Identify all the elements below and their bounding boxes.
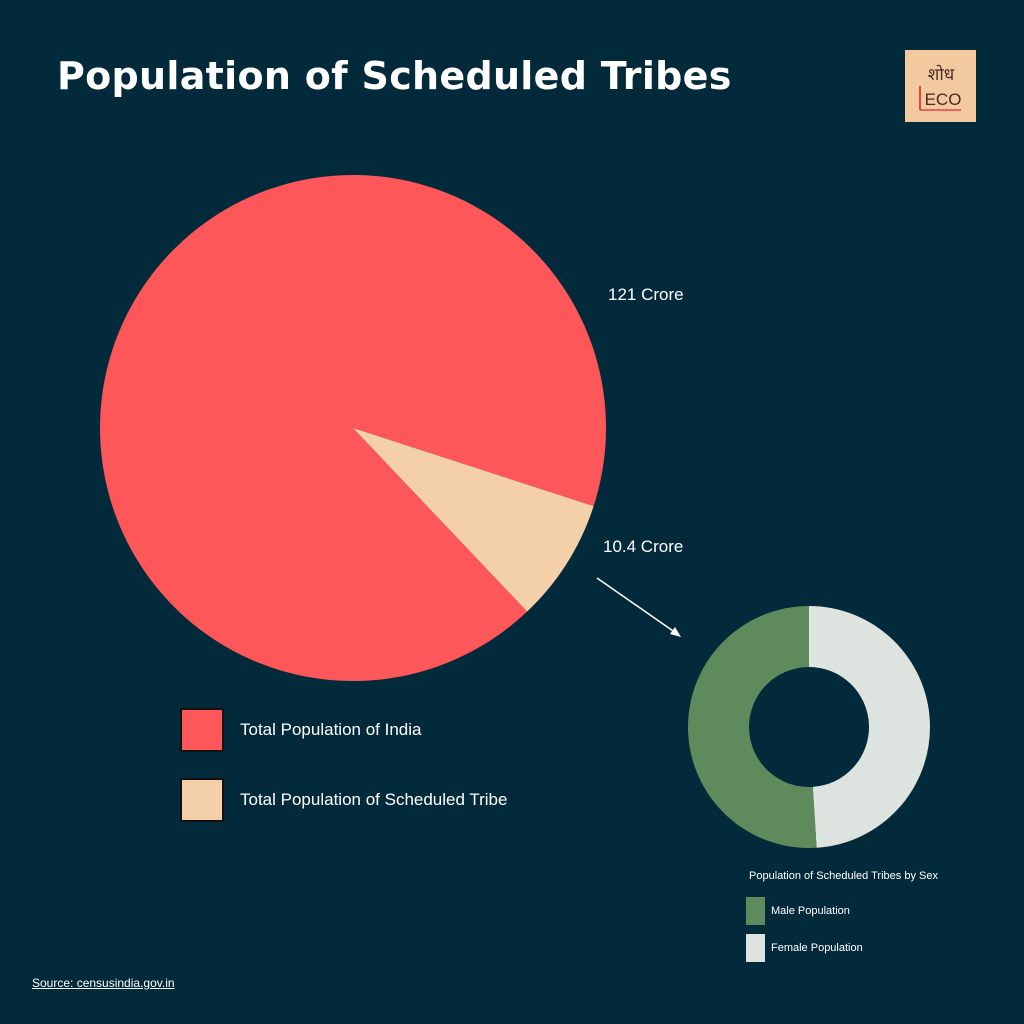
legend-item-india: Total Population of India <box>180 706 507 754</box>
donut-slice-female <box>809 606 931 848</box>
legend-label-tribe: Total Population of Scheduled Tribe <box>240 790 508 809</box>
brand-logo: शोध ECO <box>905 50 976 122</box>
legend-swatch-male <box>746 897 765 925</box>
pie-legend: Total Population of India Total Populati… <box>180 706 507 846</box>
legend-swatch-tribe <box>180 778 224 822</box>
population-pie-chart <box>100 175 607 682</box>
legend-label-female: Female Population <box>771 942 863 954</box>
pie-slice-tribe <box>353 428 594 612</box>
logo-line2: ECO <box>925 90 962 109</box>
donut-slice-male <box>688 606 817 848</box>
pie-slice-india <box>100 175 607 682</box>
page-title: Population of Scheduled Tribes <box>57 54 732 98</box>
sex-donut-chart <box>688 606 931 848</box>
legend-label-male: Male Population <box>771 905 850 917</box>
legend-swatch-female <box>746 934 765 962</box>
pie-label-tribe: 10.4 Crore <box>603 537 683 556</box>
callout-arrow <box>596 577 681 637</box>
logo-mark: शोध ECO <box>919 64 962 111</box>
donut-legend: Male Population Female Population <box>746 897 863 971</box>
logo-line1: शोध <box>928 64 955 85</box>
donut-title: Population of Scheduled Tribes by Sex <box>749 870 938 882</box>
legend-item-male: Male Population <box>746 897 863 925</box>
source-link[interactable]: Source: censusindia.gov.in <box>32 976 175 990</box>
legend-item-tribe: Total Population of Scheduled Tribe <box>180 776 507 824</box>
legend-item-female: Female Population <box>746 934 863 962</box>
legend-swatch-india <box>180 708 224 752</box>
legend-label-india: Total Population of India <box>240 720 422 739</box>
pie-label-india: 121 Crore <box>608 285 684 304</box>
